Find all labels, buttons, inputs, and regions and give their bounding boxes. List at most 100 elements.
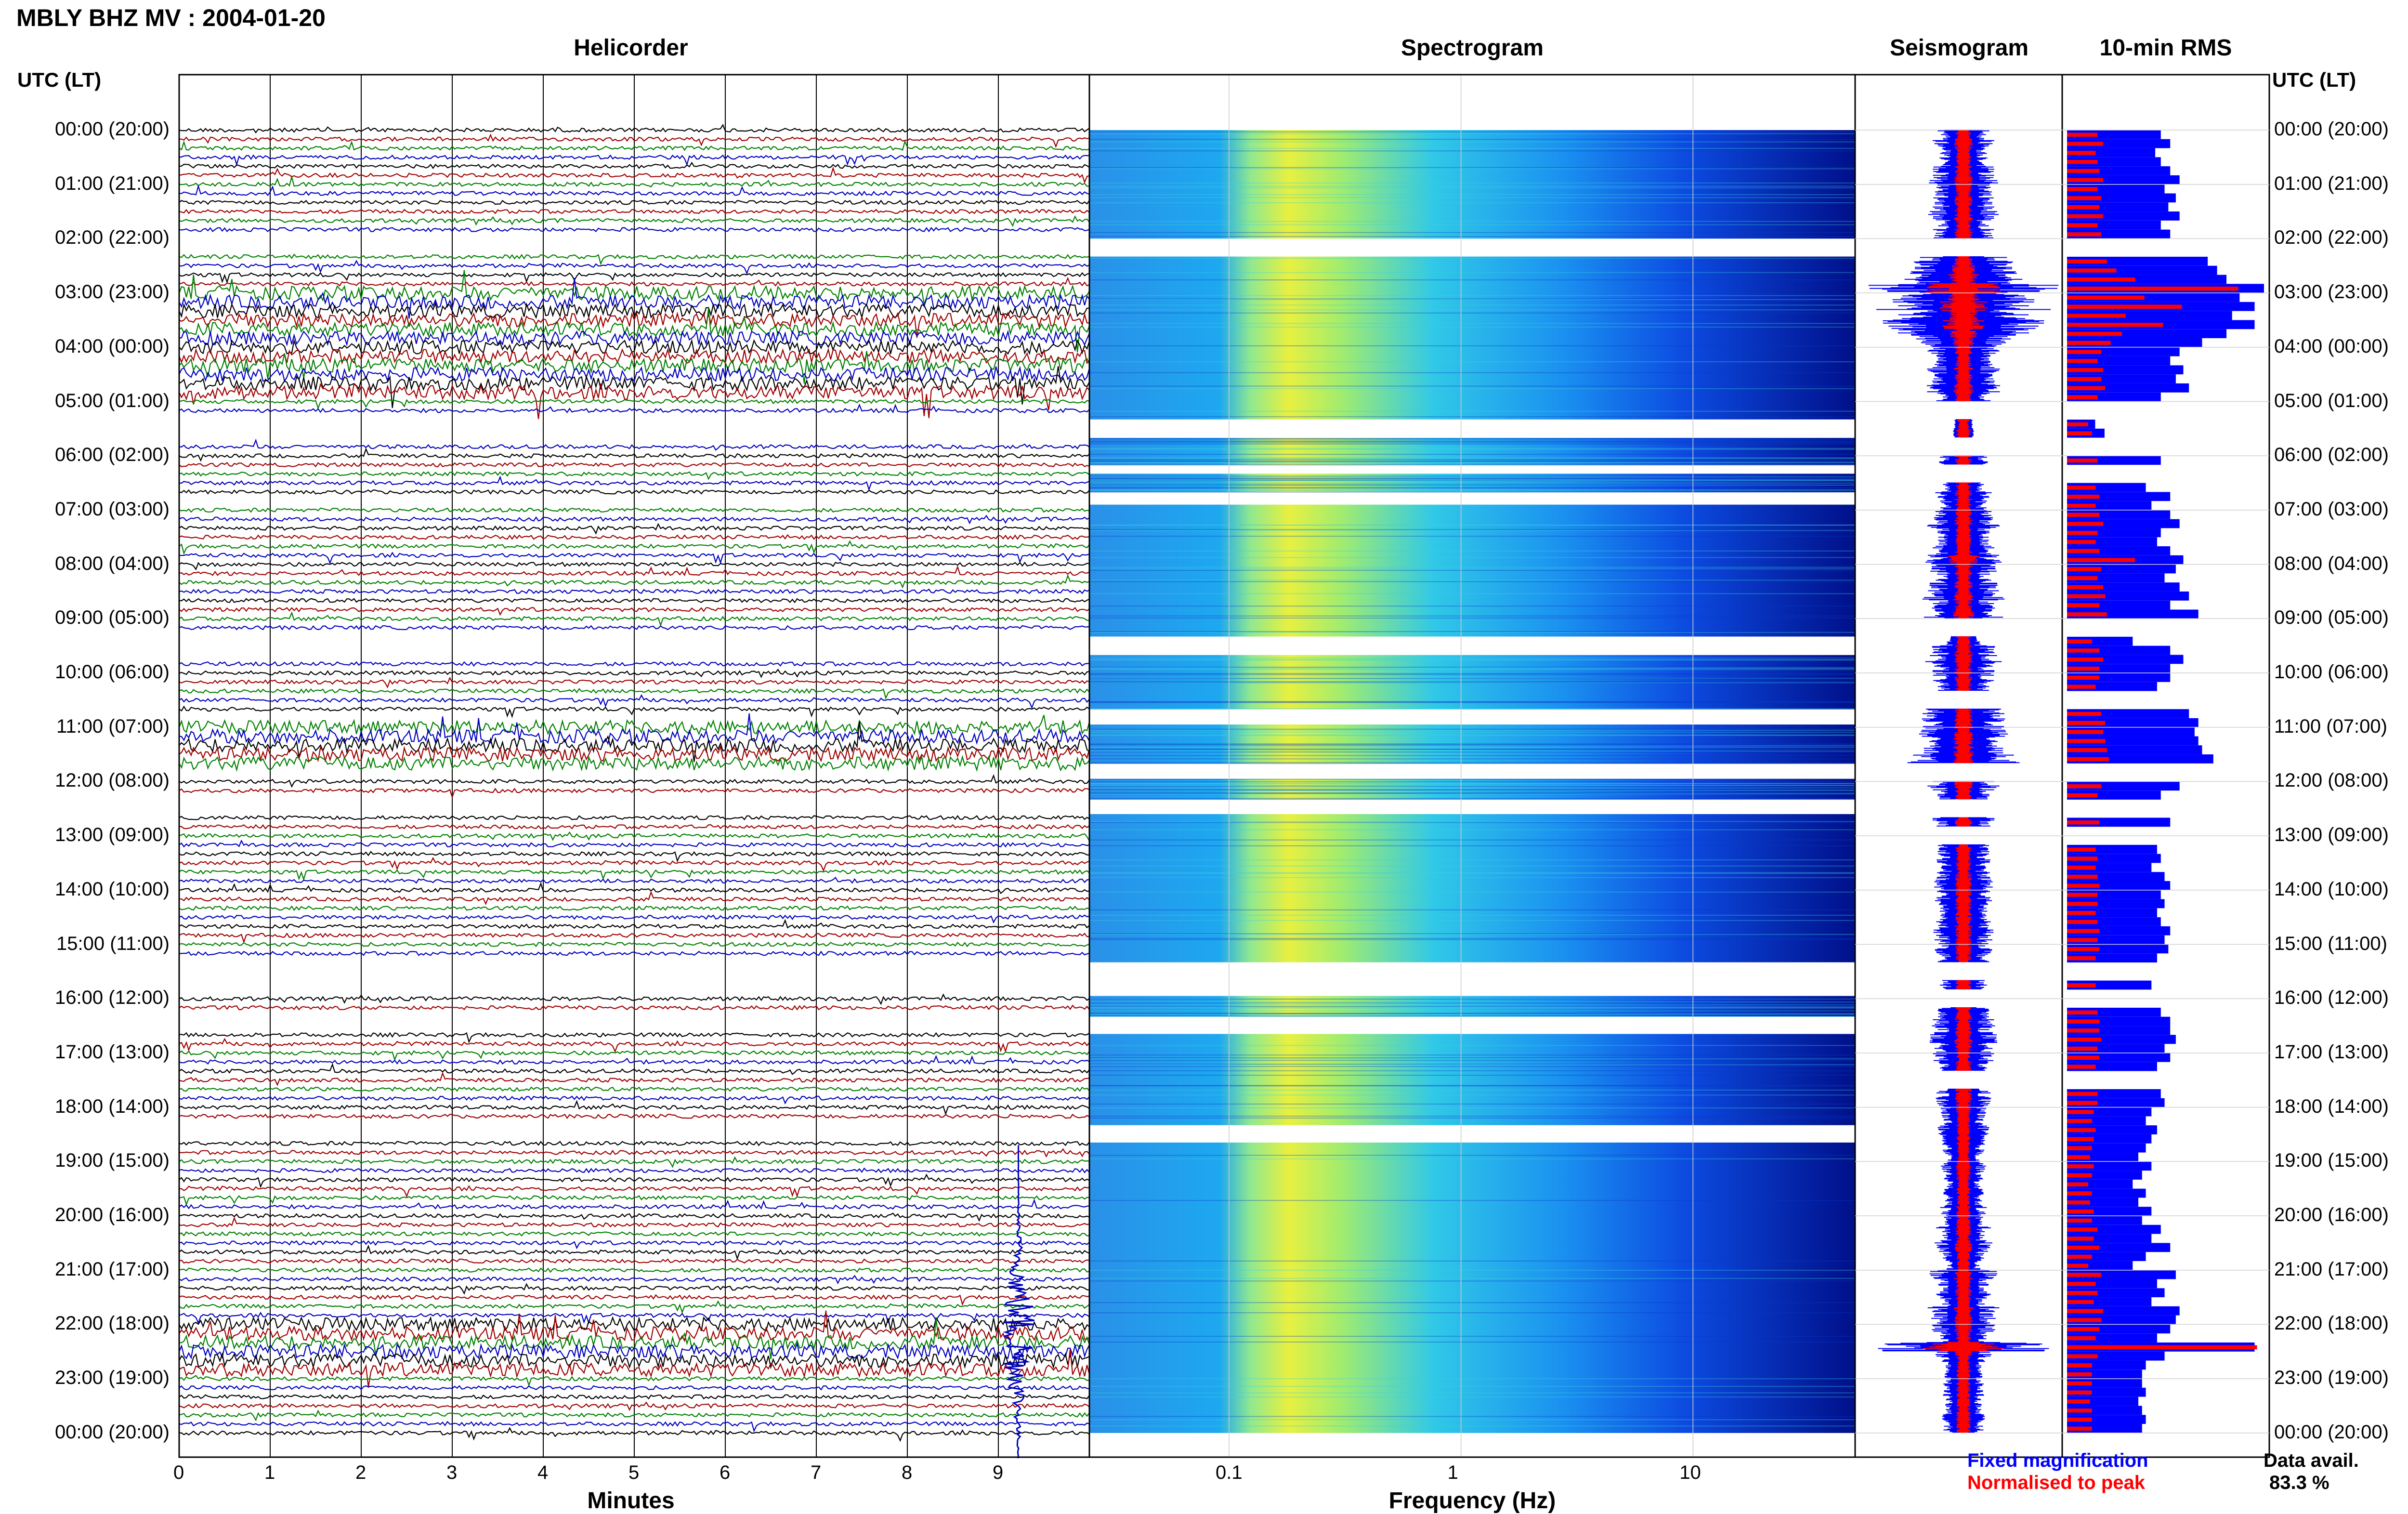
spectrogram-texture xyxy=(1089,480,1855,481)
helicorder-trace xyxy=(179,1318,1090,1359)
rms-fixed-bar xyxy=(2067,1026,2171,1035)
rms-normalised-bar xyxy=(2067,1101,2098,1105)
helicorder-trace xyxy=(179,514,1090,525)
utc-label-left: 15:00 (11:00) xyxy=(56,933,170,954)
utc-label-left: 10:00 (06:00) xyxy=(55,661,170,683)
spectrogram-texture xyxy=(1089,702,1855,703)
spectrogram-segment xyxy=(1089,1142,1855,1433)
helicorder-trace xyxy=(179,1244,1090,1261)
rms-normalised-bar xyxy=(2067,142,2104,146)
spectrogram-texture xyxy=(1089,1006,1855,1007)
spectrogram-texture xyxy=(1089,673,1855,674)
helicorder-trace xyxy=(179,161,1090,170)
spectrogram-texture xyxy=(1089,1058,1855,1060)
helicorder-trace xyxy=(179,1198,1090,1210)
spectrogram-texture xyxy=(1089,524,1855,526)
helicorder-trace xyxy=(179,851,1090,863)
spectrogram-texture xyxy=(1089,309,1855,311)
spectrogram-texture xyxy=(1089,1070,1855,1071)
rms-fixed-bar xyxy=(2067,1360,2146,1370)
utc-label-left: 21:00 (17:00) xyxy=(55,1258,170,1280)
helicorder-trace xyxy=(179,1275,1090,1285)
spectrogram-texture xyxy=(1089,1200,1855,1201)
helicorder-trace xyxy=(179,366,1090,408)
spectrogram-texture xyxy=(1089,743,1855,745)
rms-normalised-bar xyxy=(2067,902,2098,906)
spectrogram-texture xyxy=(1089,550,1855,552)
rms-fixed-bar xyxy=(2067,1234,2152,1243)
helicorder-trace xyxy=(179,1148,1090,1158)
spectrogram-texture xyxy=(1089,485,1855,486)
spectrogram-texture xyxy=(1089,778,1855,780)
helicorder-trace xyxy=(179,272,1090,284)
helicorder-trace xyxy=(179,489,1090,495)
rms-fixed-bar xyxy=(2067,609,2199,619)
rms-normalised-bar xyxy=(2067,1300,2094,1304)
spectrogram-texture xyxy=(1089,785,1855,786)
rms-fixed-bar xyxy=(2067,745,2202,755)
spectrogram-texture xyxy=(1089,747,1855,748)
spectrogram-texture xyxy=(1089,1004,1855,1006)
spectrogram-texture xyxy=(1089,822,1855,823)
spectrogram-texture xyxy=(1089,361,1855,363)
helicorder-traces xyxy=(178,75,1090,1459)
rms-normalised-bar xyxy=(2067,1327,2100,1331)
spectrogram-texture xyxy=(1089,1280,1855,1282)
rms-normalised-bar xyxy=(2067,666,2100,671)
spectrogram-texture xyxy=(1089,323,1855,324)
spectrogram-texture xyxy=(1089,758,1855,760)
spectrogram-segment xyxy=(1089,814,1855,962)
spectrogram-texture xyxy=(1089,708,1855,709)
helicorder-trace xyxy=(179,140,1090,151)
spectrogram-texture xyxy=(1089,202,1855,203)
spectrogram-texture xyxy=(1089,529,1855,530)
rms-normalised-bar xyxy=(2067,567,2102,571)
spectrogram-segment xyxy=(1089,724,1855,764)
spectrogram-texture xyxy=(1089,667,1855,669)
helicorder-trace xyxy=(179,668,1090,678)
spectrogram-texture xyxy=(1089,618,1855,619)
helicorder-trace xyxy=(179,540,1090,555)
helicorder-trace xyxy=(179,308,1090,353)
spectrogram-texture xyxy=(1089,674,1855,675)
spectrogram-texture xyxy=(1089,536,1855,537)
spectrogram-texture xyxy=(1089,487,1855,488)
helicorder-trace xyxy=(179,1141,1090,1146)
rms-normalised-bar xyxy=(2067,1010,2098,1015)
helicorder-trace xyxy=(179,398,1090,410)
helicorder-trace xyxy=(179,905,1090,911)
rms-fixed-bar xyxy=(2067,1252,2146,1261)
rms-fixed-bar xyxy=(2067,1297,2152,1306)
minute-tick-label: 8 xyxy=(902,1462,913,1483)
spectrogram-texture xyxy=(1089,798,1855,799)
rms-normalised-bar xyxy=(2067,1092,2098,1096)
spectrogram-texture xyxy=(1089,755,1855,756)
spectrogram-texture xyxy=(1089,877,1855,878)
rms-normalised-bar xyxy=(2067,721,2106,725)
helicorder-trace xyxy=(179,721,1090,762)
spectrogram-segment xyxy=(1089,778,1855,800)
spectrogram-texture xyxy=(1089,443,1855,445)
spectrogram-texture xyxy=(1089,388,1855,389)
spectrogram-texture xyxy=(1089,279,1855,281)
helicorder-trace xyxy=(179,774,1090,788)
utc-label-left: 20:00 (16:00) xyxy=(55,1204,170,1225)
spectrogram-texture xyxy=(1089,1066,1855,1067)
rms-fixed-bar xyxy=(2067,1207,2152,1216)
rms-normalised-bar xyxy=(2067,956,2096,961)
rms-fixed-bar xyxy=(2067,1243,2171,1252)
utc-label-right: 02:00 (22:00) xyxy=(2274,227,2389,249)
utc-label-left: 08:00 (04:00) xyxy=(55,553,170,574)
rms-fixed-bar xyxy=(2067,1306,2180,1316)
rms-fixed-bar xyxy=(2067,1324,2171,1334)
helicorder-trace xyxy=(179,1212,1090,1222)
rms-fixed-bar xyxy=(2067,1143,2146,1153)
utc-label-left: 14:00 (10:00) xyxy=(55,878,170,900)
spectrogram-texture xyxy=(1089,1002,1855,1004)
helicorder-trace xyxy=(179,1352,1090,1369)
utc-label-right: 05:00 (01:00) xyxy=(2274,390,2389,411)
spectrogram-texture xyxy=(1089,666,1855,668)
spectrogram-texture xyxy=(1089,484,1855,485)
rms-normalised-bar xyxy=(2067,386,2106,391)
rms-fixed-bar xyxy=(2067,1351,2165,1361)
